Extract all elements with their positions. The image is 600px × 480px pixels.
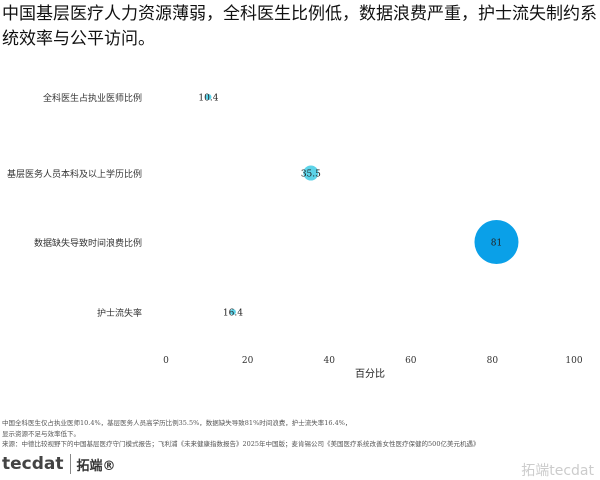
category-label: 数据缺失导致时间浪费比例 <box>34 237 142 249</box>
source-line: 来源：中德比较视野下的中国基层医疗守门模式报告；飞利浦《未来健康指数报告》202… <box>2 440 480 448</box>
note-line-2: 显示资源不足与效率低下。 <box>2 430 80 438</box>
chart-title: 中国基层医疗人力资源薄弱，全科医生比例低，数据浪费严重，护士流失制约系统效率与公… <box>2 4 597 49</box>
x-axis-label: 百分比 <box>355 368 385 380</box>
x-tick-label: 0 <box>163 356 169 366</box>
category-label: 基层医务人员本科及以上学历比例 <box>7 168 142 180</box>
logo-brand: tecdat <box>2 454 64 474</box>
logo-cn: 拓端® <box>76 458 116 474</box>
x-tick-label: 100 <box>565 356 582 366</box>
watermark: 拓端tecdat <box>521 463 594 479</box>
bubble-chart: 全科医生占执业医师比例 10.4 基层医务人员本科及以上学历比例 35.5 数据缺失导致… <box>7 92 583 380</box>
data-label: 35.5 <box>301 170 321 180</box>
category-label: 全科医生占执业医师比例 <box>43 92 142 104</box>
bubble <box>205 94 212 100</box>
x-tick-label: 80 <box>487 356 499 366</box>
category-label: 护士流失率 <box>97 307 142 319</box>
data-label: 81 <box>491 239 502 249</box>
logo: tecdat 拓端® <box>2 454 116 474</box>
x-tick-label: 20 <box>242 356 254 366</box>
bubble <box>229 309 236 315</box>
data-label: 16.4 <box>223 309 243 319</box>
bubble <box>474 220 519 264</box>
x-tick-label: 60 <box>405 356 417 366</box>
bubble <box>303 165 319 181</box>
note-line-1: 中国全科医生仅占执业医师10.4%，基层医务人员高学历比例35.5%，数据缺失导… <box>2 419 352 427</box>
logo-divider <box>69 454 71 474</box>
data-label: 10.4 <box>198 94 218 104</box>
x-tick-label: 40 <box>323 356 335 366</box>
